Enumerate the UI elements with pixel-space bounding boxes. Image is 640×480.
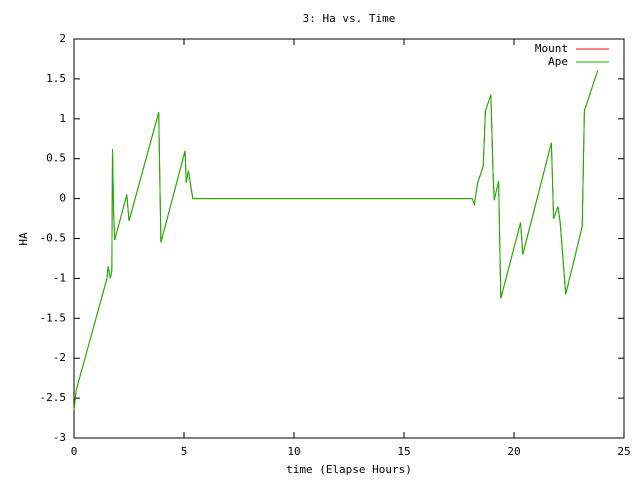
series-line	[73, 70, 599, 411]
y-tick-label: -1.5	[40, 311, 67, 324]
x-tick-label: 5	[181, 445, 188, 458]
legend-label: Mount	[535, 42, 568, 55]
x-tick-label: 20	[507, 445, 520, 458]
x-tick-label: 10	[287, 445, 300, 458]
y-tick-label: 2	[59, 32, 66, 45]
chart-title: 3: Ha vs. Time	[303, 12, 396, 25]
y-axis-label: HA	[17, 232, 30, 246]
y-tick-label: 1.5	[46, 72, 66, 85]
x-tick-label: 0	[71, 445, 78, 458]
legend-label: Ape	[548, 55, 568, 68]
x-axis-label: time (Elapse Hours)	[286, 463, 412, 476]
plot-border	[73, 38, 625, 439]
x-tick-label: 25	[617, 445, 630, 458]
y-tick-label: 0	[59, 192, 66, 205]
y-tick-label: -0.5	[40, 232, 67, 245]
y-tick-label: 0.5	[46, 152, 66, 165]
y-tick-label: -3	[53, 431, 66, 444]
y-tick-label: -2	[53, 351, 66, 364]
series-line	[73, 70, 599, 411]
x-tick-label: 15	[397, 445, 410, 458]
y-tick-label: -1	[53, 271, 66, 284]
y-tick-label: 1	[59, 112, 66, 125]
y-tick-label: -2.5	[40, 391, 67, 404]
